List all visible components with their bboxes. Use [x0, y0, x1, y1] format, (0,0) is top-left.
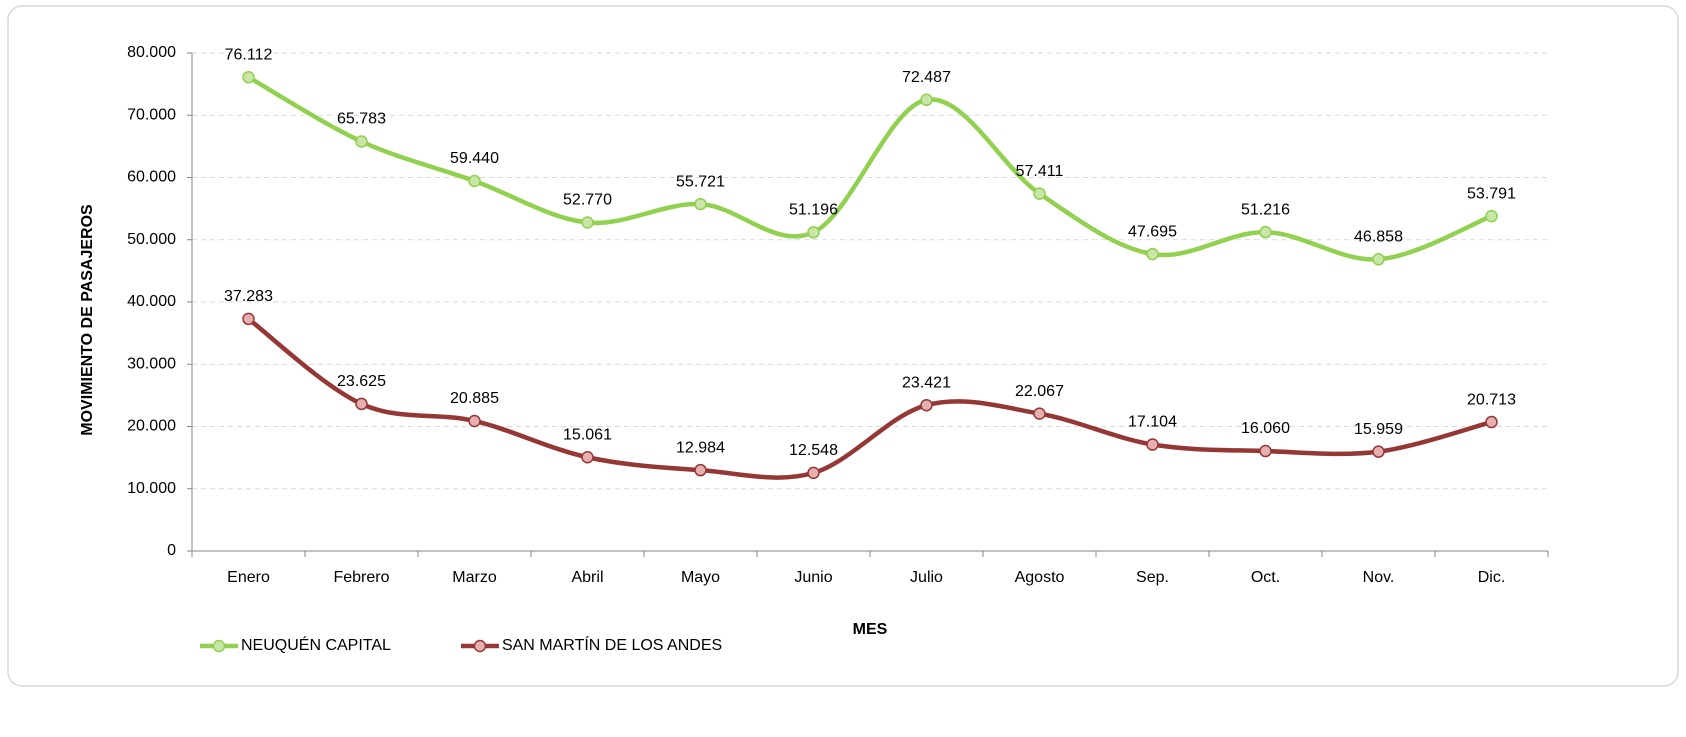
data-label: 16.060	[1241, 420, 1290, 437]
y-tick-label: 30.000	[127, 355, 176, 372]
y-tick-label: 10.000	[127, 480, 176, 497]
data-label: 23.625	[337, 373, 386, 390]
data-label: 20.713	[1467, 391, 1516, 408]
y-tick-label: 40.000	[127, 293, 176, 310]
x-tick-label: Agosto	[1015, 569, 1065, 586]
data-label: 23.421	[902, 374, 951, 391]
data-label: 51.196	[789, 202, 838, 219]
chart-frame	[7, 5, 1679, 687]
data-label: 76.112	[225, 46, 273, 63]
point-marker	[694, 197, 707, 211]
y-axis-title: MOVIMIENTO DE PASAJEROS	[79, 204, 96, 436]
x-tick-label: Julio	[910, 569, 943, 586]
legend-label: SAN MARTÍN DE LOS ANDES	[502, 635, 722, 654]
point-marker	[468, 174, 481, 188]
data-label: 52.770	[563, 192, 612, 209]
point-marker	[581, 450, 594, 464]
point-marker	[1372, 253, 1385, 266]
x-tick-label: Nov.	[1363, 569, 1395, 586]
x-tick-label: Dic.	[1478, 569, 1506, 586]
x-tick-label: Mayo	[681, 569, 720, 586]
point-marker	[1146, 438, 1159, 451]
data-label: 55.721	[676, 173, 725, 190]
y-tick-label: 20.000	[127, 418, 176, 435]
data-label: 51.216	[1241, 201, 1290, 218]
data-label: 15.959	[1354, 421, 1403, 438]
point-marker	[807, 466, 820, 480]
data-label: 57.411	[1016, 163, 1064, 180]
data-label: 46.858	[1354, 229, 1403, 246]
x-tick-label: Sep.	[1136, 569, 1169, 586]
x-tick-label: Junio	[794, 569, 832, 586]
x-tick-label: Oct.	[1251, 569, 1280, 586]
data-label: 37.283	[224, 288, 273, 305]
point-marker	[242, 312, 255, 326]
data-label: 65.783	[337, 111, 386, 128]
y-tick-label: 50.000	[127, 231, 176, 248]
point-marker	[581, 216, 594, 229]
y-tick-label: 0	[167, 542, 176, 559]
data-label: 72.487	[902, 69, 951, 86]
series-line	[247, 317, 1493, 480]
y-tick-label: 80.000	[127, 44, 176, 61]
point-marker	[1146, 247, 1159, 261]
point-marker	[355, 397, 368, 411]
point-marker	[242, 70, 255, 84]
point-marker	[807, 226, 820, 239]
x-tick-label: Febrero	[333, 569, 389, 586]
data-label: 17.104	[1128, 414, 1177, 431]
point-marker	[468, 414, 481, 428]
point-marker	[1259, 225, 1272, 239]
y-tick-label: 60.000	[127, 169, 176, 186]
data-label: 59.440	[450, 150, 499, 167]
data-label: 22.067	[1015, 383, 1064, 400]
point-marker	[1372, 445, 1385, 458]
data-label: 12.548	[789, 442, 838, 459]
data-label: 15.061	[563, 426, 612, 443]
x-tick-label: Abril	[571, 569, 603, 586]
point-marker	[920, 398, 933, 412]
point-marker	[1485, 209, 1498, 223]
data-label: 47.695	[1128, 223, 1177, 240]
x-tick-label: Marzo	[452, 569, 497, 586]
x-tick-label: Enero	[227, 569, 270, 586]
point-marker	[694, 463, 707, 477]
legend-marker	[212, 639, 226, 653]
point-marker	[920, 93, 933, 107]
legend-label: NEUQUÉN CAPITAL	[241, 635, 391, 654]
point-marker	[1033, 187, 1046, 200]
data-label: 53.791	[1467, 185, 1516, 202]
y-tick-label: 70.000	[127, 106, 176, 123]
data-label: 20.885	[450, 390, 499, 407]
point-marker	[1485, 415, 1498, 429]
point-marker	[1259, 444, 1272, 458]
data-label: 12.984	[676, 439, 725, 456]
x-axis-title: MES	[853, 621, 888, 638]
point-marker	[1033, 407, 1046, 420]
point-marker	[355, 135, 368, 148]
legend-marker	[473, 639, 487, 653]
